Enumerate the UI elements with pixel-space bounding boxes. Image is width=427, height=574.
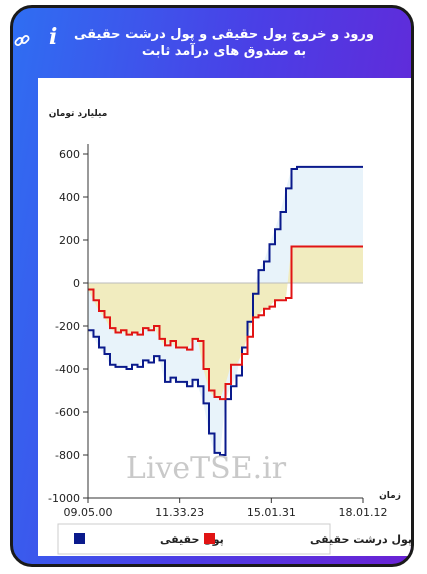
info-icon[interactable]: i: [49, 24, 58, 50]
legend: پول حقیقی پول درشت حقیقی: [57, 523, 412, 555]
legend-box: [57, 523, 331, 555]
x-axis-label: زمان: [379, 491, 401, 501]
legend-swatch: [204, 533, 215, 544]
link-icon[interactable]: [13, 32, 31, 50]
chart-panel: 600 400 200 0 -200 -400 -600 -800 -1000 09.05.00 1…: [38, 78, 412, 556]
y-tick-label: 600: [59, 148, 80, 161]
x-tick-label: 09.05.00: [64, 506, 113, 519]
chart-title: ورود و خروج پول حقیقی و پول درشت حقیقی ب…: [74, 27, 374, 59]
x-tick-label: 18.01.12: [339, 506, 388, 519]
y-tick-label: -600: [55, 406, 80, 419]
area-fill-pool-dorosht: [88, 246, 363, 400]
watermark: LiveTSE.ir: [126, 451, 287, 486]
y-tick-label: -1000: [48, 492, 80, 505]
x-tick-label: 11.33.23: [155, 506, 204, 519]
y-tick-label: -800: [55, 449, 80, 462]
x-tick-label: 15.01.31: [247, 506, 296, 519]
legend-label[interactable]: پول درشت حقیقی: [310, 533, 412, 546]
line-pool-dorosht: [88, 245, 363, 401]
y-tick-label: -400: [55, 363, 80, 376]
line-pool-haghighi: [88, 165, 363, 456]
y-tick-label: 0: [73, 277, 80, 290]
y-tick-label: 200: [59, 234, 80, 247]
y-tick-label: 400: [59, 191, 80, 204]
chart-card: i ورود و خروج پول حقیقی و پول درشت حقیقی…: [10, 5, 414, 567]
y-tick-label: -200: [55, 320, 80, 333]
legend-swatch: [74, 533, 85, 544]
card-header: i ورود و خروج پول حقیقی و پول درشت حقیقی…: [13, 8, 411, 76]
y-axis-label: میلیارد تومان: [49, 109, 108, 119]
